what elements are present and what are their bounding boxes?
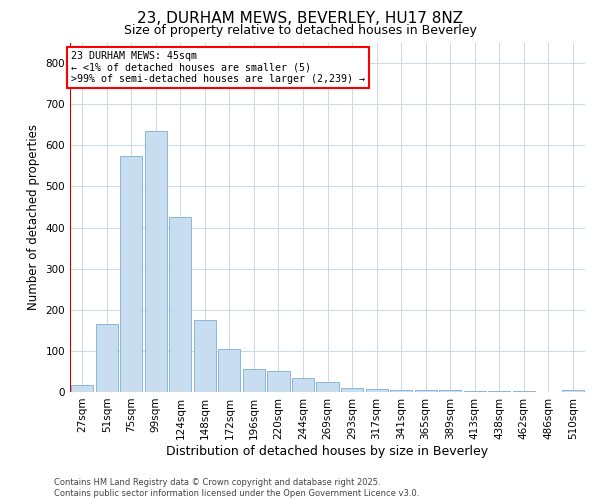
Bar — [243, 370, 265, 392]
Bar — [121, 156, 142, 392]
Bar — [316, 382, 338, 392]
Text: Contains HM Land Registry data © Crown copyright and database right 2025.
Contai: Contains HM Land Registry data © Crown c… — [54, 478, 419, 498]
Text: Size of property relative to detached houses in Beverley: Size of property relative to detached ho… — [124, 24, 476, 37]
Bar — [341, 388, 363, 392]
X-axis label: Distribution of detached houses by size in Beverley: Distribution of detached houses by size … — [166, 444, 488, 458]
Bar — [194, 320, 216, 392]
Bar — [488, 391, 510, 392]
Text: 23, DURHAM MEWS, BEVERLEY, HU17 8NZ: 23, DURHAM MEWS, BEVERLEY, HU17 8NZ — [137, 11, 463, 26]
Bar — [365, 388, 388, 392]
Bar — [390, 390, 412, 392]
Bar — [145, 131, 167, 392]
Bar — [464, 390, 485, 392]
Bar — [562, 390, 584, 392]
Bar — [169, 217, 191, 392]
Bar — [268, 372, 290, 392]
Text: 23 DURHAM MEWS: 45sqm
← <1% of detached houses are smaller (5)
>99% of semi-deta: 23 DURHAM MEWS: 45sqm ← <1% of detached … — [71, 50, 365, 84]
Y-axis label: Number of detached properties: Number of detached properties — [27, 124, 40, 310]
Bar — [96, 324, 118, 392]
Bar — [439, 390, 461, 392]
Bar — [71, 385, 94, 392]
Bar — [218, 349, 241, 392]
Bar — [292, 378, 314, 392]
Bar — [415, 390, 437, 392]
Bar — [512, 391, 535, 392]
